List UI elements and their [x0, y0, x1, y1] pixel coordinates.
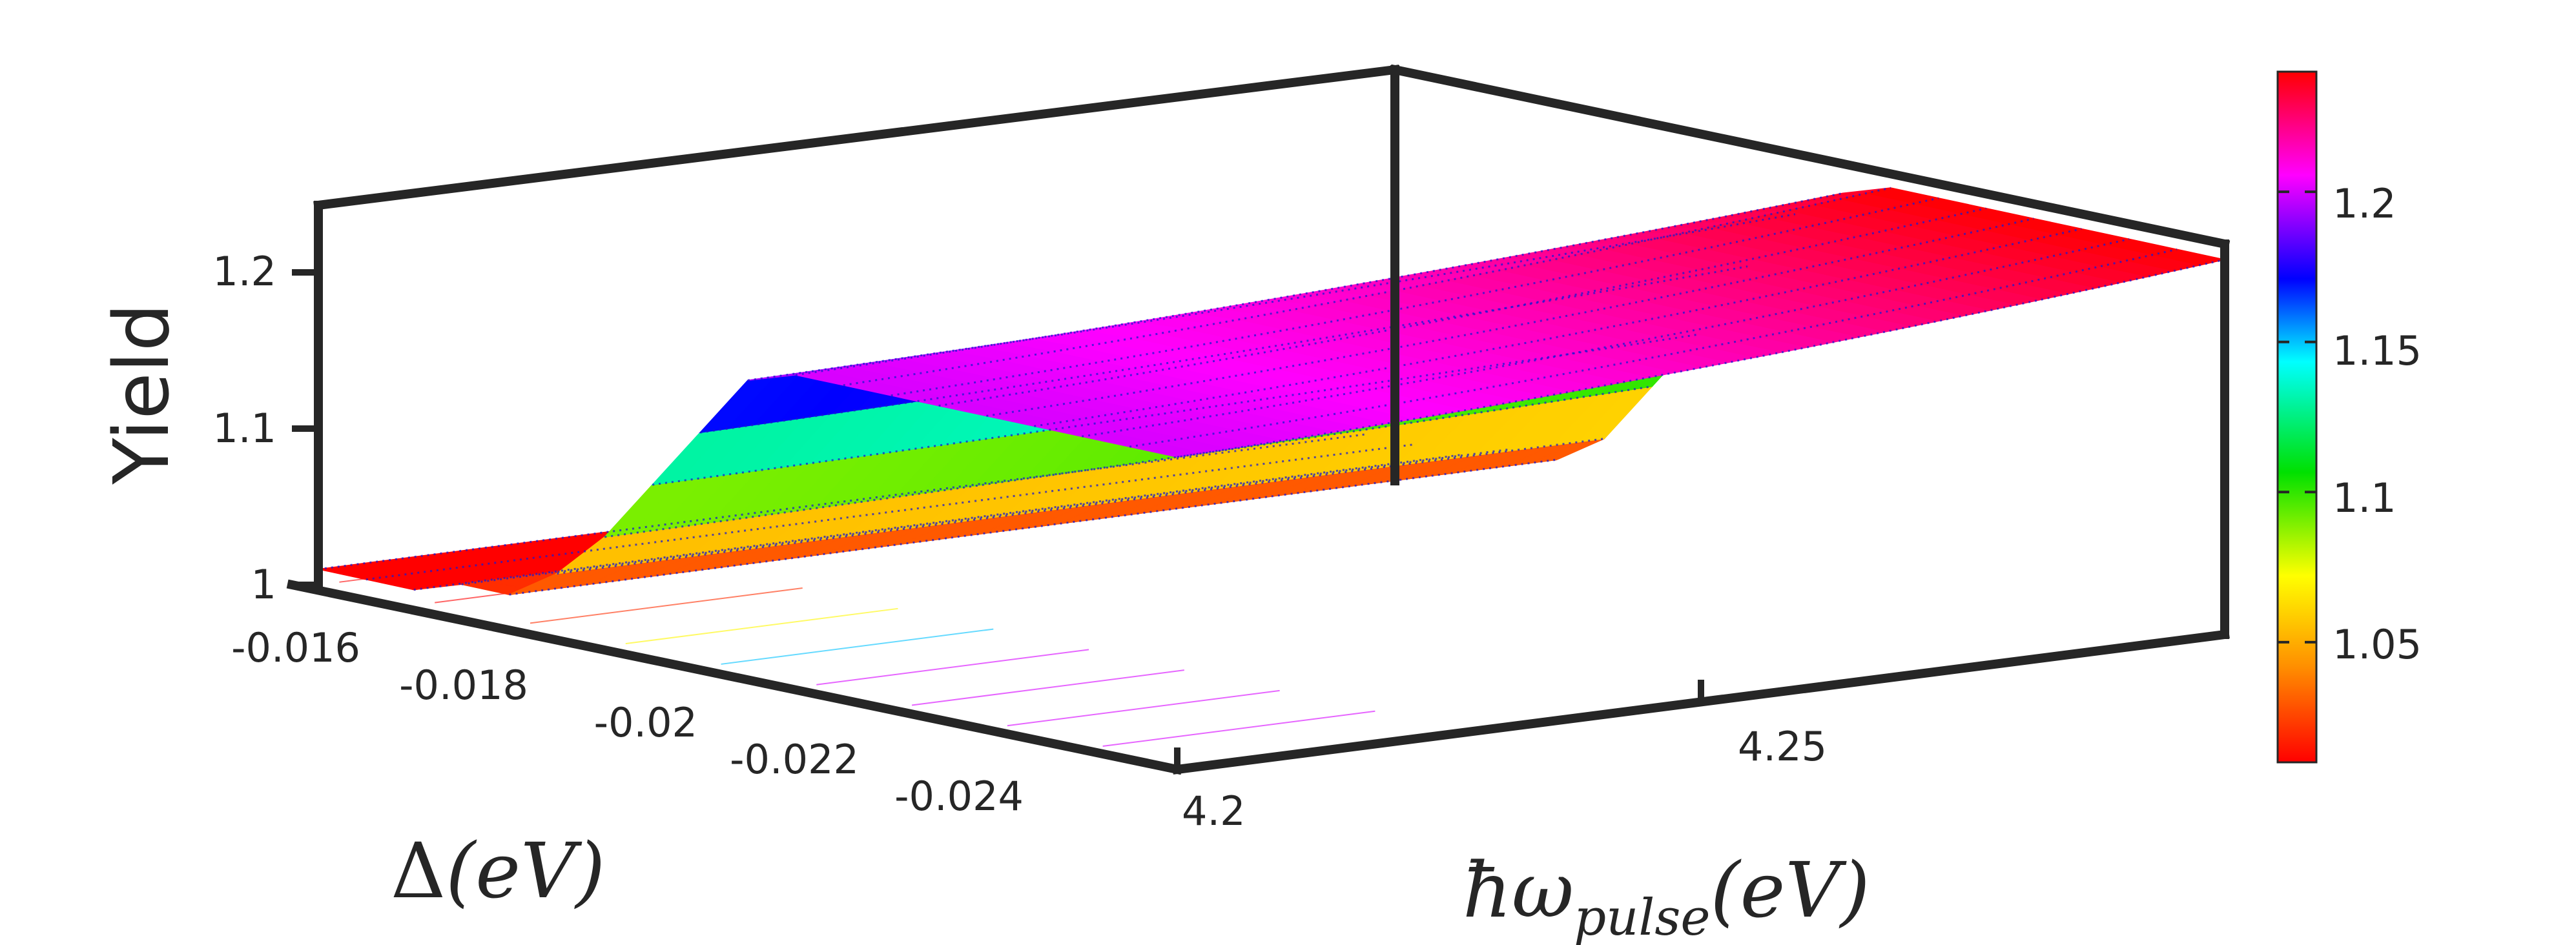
delta-tick-mark: [910, 711, 934, 722]
box-edge-top-right: [1389, 64, 2231, 250]
floor-trace-line: [1007, 689, 1280, 727]
surface-grid-line: [366, 443, 1414, 581]
delta-tick-label-018: -0.018: [399, 662, 528, 709]
colorbar: 1.05 1.1 1.15 1.2: [2276, 70, 2422, 764]
omega-axis: 4.2 4.25 ħωpulse(eV): [1174, 680, 1870, 945]
colorbar-gradient: [2276, 70, 2318, 764]
surface-grid-line: [604, 385, 1653, 538]
surface-grid-line: [795, 192, 1844, 376]
floor-trace-line: [530, 587, 803, 624]
delta-tick-mark: [556, 637, 581, 648]
surface-grid-line: [699, 265, 1748, 434]
omega-subscript: pulse: [1574, 889, 1710, 945]
floor-trace-line: [625, 607, 898, 645]
floor-trace-line: [1102, 710, 1376, 747]
omega-tick-label-425: 4.25: [1738, 723, 1827, 770]
delta-tick-label-016: -0.016: [231, 624, 360, 671]
surface-grid-line: [747, 213, 1796, 381]
surface-grid-line: [1129, 248, 2178, 448]
delta-tick-mark: [378, 600, 404, 611]
surface-grid-line: [652, 333, 1700, 486]
omega-symbol: ħω: [1463, 846, 1574, 935]
floor-trace-line: [721, 628, 994, 665]
surface-grid-line: [1081, 238, 2130, 438]
colorbar-tick-label-11: 1.1: [2333, 474, 2396, 522]
surface-grid-lines: [318, 187, 2225, 596]
colorbar-tick-label-12: 1.2: [2333, 180, 2396, 227]
surface-grid-line: [843, 187, 1891, 387]
surface-grid-line: [1034, 228, 2082, 427]
surface-grid-line: [413, 454, 1461, 591]
box-edge-top-left: [313, 65, 1400, 210]
omega-unit: (eV): [1711, 846, 1870, 935]
omega-tick-label-42: 4.2: [1182, 788, 1246, 835]
omega-axis-title: ħωpulse(eV): [1463, 846, 1870, 945]
colorbar-tick-label-115: 1.15: [2333, 327, 2422, 374]
delta-tick-mark: [732, 674, 757, 685]
delta-tick-mark: [1087, 747, 1112, 758]
surface-grid-line: [461, 448, 1509, 585]
delta-symbol: Δ: [391, 826, 446, 915]
yield-surface: [318, 187, 2225, 767]
surface-grid-line: [509, 458, 1557, 596]
z-axis: 1 1.1 1.2 Yield: [97, 248, 318, 608]
z-tick-label-1-2: 1.2: [212, 248, 276, 295]
delta-axis: -0.016 -0.018 -0.02 -0.022 -0.024 Δ(eV): [231, 600, 1112, 915]
surface-patches: [318, 187, 2225, 595]
surface-grid-line: [557, 438, 1605, 575]
floor-trace-line: [816, 649, 1089, 686]
delta-tick-label-024: -0.024: [894, 773, 1024, 820]
z-tick-label-1-1: 1.1: [212, 405, 276, 452]
delta-tick-label-02: -0.02: [594, 699, 697, 746]
surface-grid-line: [938, 207, 1986, 407]
surface-grid-line: [986, 218, 2034, 417]
surface-grid-line: [318, 433, 1366, 571]
delta-axis-title: Δ(eV): [391, 826, 605, 915]
floor-trace-line: [911, 669, 1184, 706]
colorbar-tick-label-105: 1.05: [2333, 621, 2422, 668]
z-tick-label-1: 1: [251, 561, 276, 608]
z-axis-title: Yield: [97, 303, 186, 485]
delta-tick-label-022: -0.022: [730, 736, 859, 783]
surface-grid-line: [891, 197, 1939, 397]
delta-unit: (eV): [446, 826, 605, 915]
surface-grid-line: [1177, 258, 2225, 458]
omega-axis-line: [1172, 629, 2230, 775]
